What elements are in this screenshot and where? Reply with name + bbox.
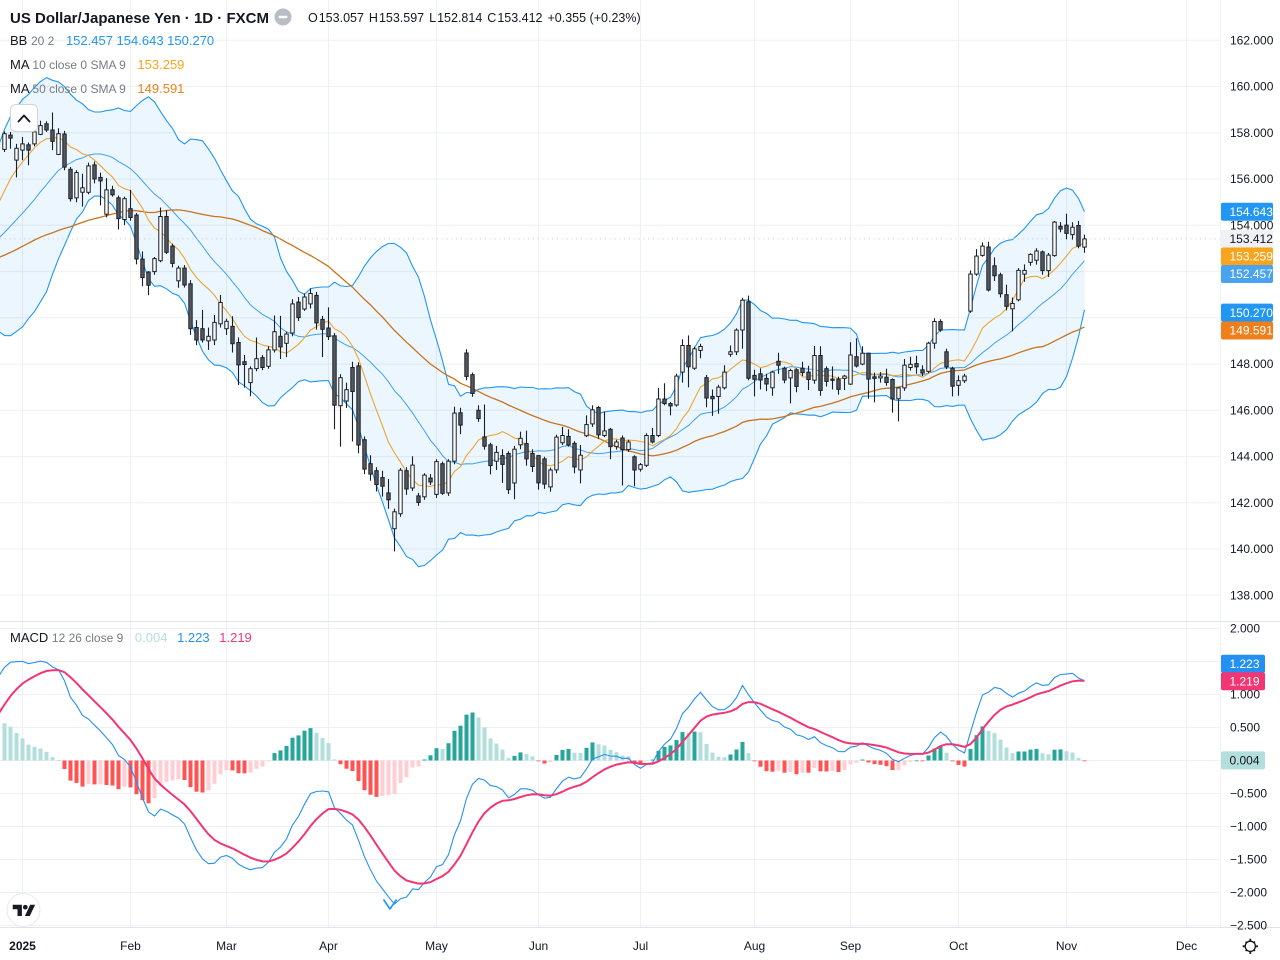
svg-text:138.000: 138.000 (1230, 588, 1274, 602)
svg-text:2.000: 2.000 (1230, 622, 1260, 636)
svg-text:MA 50 close 0 SMA 9 149.591: MA 50 close 0 SMA 9 149.591 (10, 81, 184, 96)
svg-text:1.219: 1.219 (1230, 674, 1260, 688)
svg-text:158.000: 158.000 (1230, 126, 1274, 140)
svg-text:US Dollar/Japanese Yen · 1D ·: US Dollar/Japanese Yen · 1D · FXCM (10, 10, 269, 27)
svg-text:1.223: 1.223 (1230, 657, 1260, 671)
svg-text:154.643: 154.643 (1230, 205, 1274, 219)
svg-text:160.000: 160.000 (1230, 80, 1274, 94)
svg-text:162.000: 162.000 (1230, 33, 1274, 47)
svg-text:146.000: 146.000 (1230, 403, 1274, 417)
svg-text:−1.500: −1.500 (1230, 853, 1267, 867)
svg-text:Jul: Jul (633, 939, 648, 953)
svg-text:1.000: 1.000 (1230, 688, 1260, 702)
svg-text:150.270: 150.270 (1230, 306, 1274, 320)
svg-text:153.259: 153.259 (1230, 250, 1274, 264)
svg-text:−2.500: −2.500 (1230, 919, 1267, 933)
svg-text:Jun: Jun (529, 939, 548, 953)
svg-text:Aug: Aug (744, 939, 765, 953)
svg-text:153.412: 153.412 (1230, 232, 1274, 246)
svg-text:Mar: Mar (216, 939, 237, 953)
svg-text:−0.500: −0.500 (1230, 787, 1267, 801)
svg-text:142.000: 142.000 (1230, 496, 1274, 510)
svg-text:Nov: Nov (1056, 939, 1077, 953)
svg-text:BB 20 2 152.457 154.643 150: BB 20 2 152.457 154.643 150.270 (10, 33, 214, 48)
svg-text:144.000: 144.000 (1230, 450, 1274, 464)
svg-text:Feb: Feb (120, 939, 141, 953)
svg-text:2025: 2025 (9, 939, 36, 953)
svg-text:152.457: 152.457 (1230, 267, 1274, 281)
svg-text:May: May (425, 939, 448, 953)
svg-text:0.004: 0.004 (1230, 754, 1260, 768)
svg-text:−2.000: −2.000 (1230, 886, 1267, 900)
svg-text:0.500: 0.500 (1230, 721, 1260, 735)
svg-text:149.591: 149.591 (1230, 324, 1274, 338)
svg-text:Dec: Dec (1176, 939, 1197, 953)
svg-text:MA 10 close 0 SMA 9 153.259: MA 10 close 0 SMA 9 153.259 (10, 57, 184, 72)
svg-text:Apr: Apr (319, 939, 338, 953)
svg-text:156.000: 156.000 (1230, 172, 1274, 186)
svg-text:154.000: 154.000 (1230, 218, 1274, 232)
svg-text:148.000: 148.000 (1230, 357, 1274, 371)
svg-text:Oct: Oct (949, 939, 968, 953)
svg-text:−1.000: −1.000 (1230, 820, 1267, 834)
svg-text:140.000: 140.000 (1230, 542, 1274, 556)
svg-text:Sep: Sep (840, 939, 862, 953)
